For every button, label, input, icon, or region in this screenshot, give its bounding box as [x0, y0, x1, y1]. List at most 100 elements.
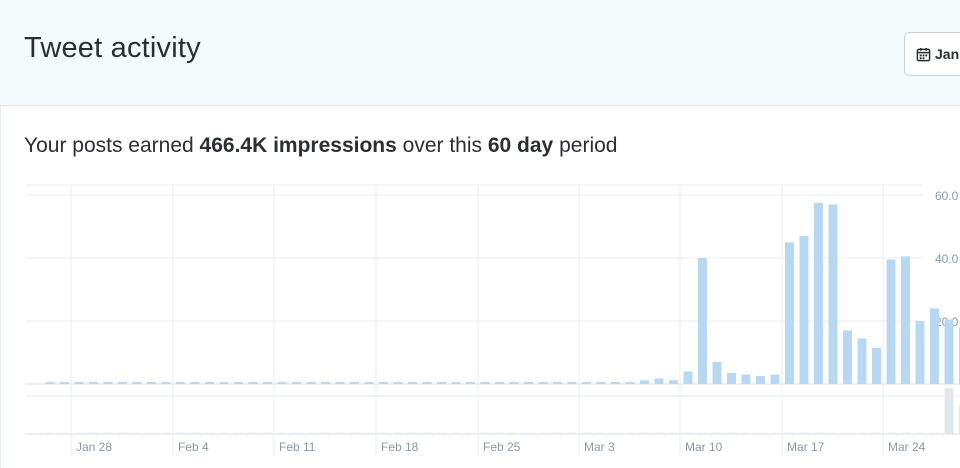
date-range-button[interactable]: Jan — [904, 32, 960, 76]
bar — [538, 382, 548, 384]
bar — [828, 204, 838, 384]
secondary-bar — [524, 432, 533, 434]
secondary-bar — [147, 432, 156, 434]
bar — [857, 338, 867, 384]
secondary-bar — [582, 432, 591, 434]
secondary-bar — [89, 432, 98, 434]
bar — [350, 382, 359, 384]
bar — [45, 382, 55, 384]
bar — [234, 382, 243, 384]
secondary-bar — [176, 432, 185, 434]
summary-middle: over this — [402, 134, 483, 157]
secondary-bar — [799, 432, 809, 434]
x-tick-label: Mar 3 — [584, 440, 615, 454]
bar — [74, 382, 84, 384]
bar — [335, 382, 345, 384]
bar — [596, 382, 606, 384]
secondary-bar — [350, 432, 359, 434]
bar — [669, 380, 678, 384]
bar — [553, 382, 562, 384]
secondary-bar — [843, 432, 852, 434]
secondary-bar — [364, 432, 374, 434]
bar — [161, 382, 171, 384]
bar — [625, 382, 635, 384]
bar — [147, 382, 156, 384]
bar — [103, 382, 113, 384]
bar — [437, 382, 446, 384]
bar — [901, 256, 910, 384]
bar — [814, 202, 823, 384]
bar — [886, 259, 896, 384]
bar — [698, 258, 707, 384]
secondary-bar — [654, 432, 664, 434]
bar — [132, 382, 142, 384]
bar — [727, 372, 736, 384]
bar — [567, 382, 577, 384]
page-header: Tweet activity Jan — [0, 0, 960, 106]
secondary-bar — [480, 432, 490, 434]
bar — [582, 382, 591, 384]
secondary-bar — [277, 432, 287, 434]
secondary-bar — [712, 432, 722, 434]
x-tick-label: Mar 24 — [888, 440, 926, 454]
bar — [466, 382, 475, 384]
bar — [190, 382, 200, 384]
secondary-bar — [263, 432, 272, 434]
bar — [495, 382, 504, 384]
x-tick-label: Mar 10 — [685, 440, 723, 454]
bar — [509, 382, 519, 384]
bar — [915, 321, 925, 384]
secondary-bar — [886, 432, 896, 434]
summary-period: 60 day — [487, 134, 554, 157]
secondary-bar — [640, 432, 649, 434]
bar — [89, 382, 98, 384]
bar — [306, 382, 316, 384]
bar — [611, 382, 620, 384]
secondary-bar — [625, 432, 635, 434]
y-tick-label: 60.0 — [935, 189, 959, 203]
secondary-bar — [567, 432, 577, 434]
secondary-bar — [872, 432, 881, 434]
secondary-bar — [60, 432, 69, 434]
secondary-bar — [132, 432, 142, 434]
bar — [118, 382, 127, 384]
secondary-bar — [74, 432, 84, 434]
secondary-bar — [727, 432, 736, 434]
summary-impressions: 466.4K impressions — [199, 134, 397, 157]
secondary-bar — [698, 432, 707, 434]
bar — [872, 347, 881, 384]
secondary-bar — [118, 432, 127, 434]
secondary-bar — [437, 432, 446, 434]
x-tick-label: Feb 18 — [381, 440, 419, 454]
secondary-bar — [248, 432, 258, 434]
bar — [843, 330, 852, 384]
secondary-bar — [901, 432, 910, 434]
secondary-bar — [814, 432, 823, 434]
x-tick-label: Feb 4 — [178, 440, 209, 454]
x-tick-label: Mar 17 — [787, 440, 825, 454]
bar — [480, 382, 490, 384]
secondary-bar — [509, 432, 519, 434]
secondary-bar — [669, 432, 678, 434]
secondary-bar — [451, 432, 461, 434]
x-tick-label: Feb 11 — [279, 440, 316, 454]
secondary-bar — [234, 432, 243, 434]
secondary-bar — [756, 432, 765, 434]
secondary-bar — [205, 432, 214, 434]
x-tick-label: Feb 25 — [483, 440, 521, 454]
secondary-bar — [741, 432, 751, 434]
bar — [393, 382, 403, 384]
bar — [654, 378, 664, 384]
bar — [799, 235, 809, 384]
bar — [292, 382, 301, 384]
calendar-icon — [916, 47, 931, 61]
secondary-bar — [321, 432, 330, 434]
bar — [524, 382, 533, 384]
secondary-bar — [393, 432, 403, 434]
secondary-bar — [611, 432, 620, 434]
secondary-bar — [422, 432, 432, 434]
bar — [422, 382, 432, 384]
bar — [176, 382, 185, 384]
secondary-bar — [292, 432, 301, 434]
